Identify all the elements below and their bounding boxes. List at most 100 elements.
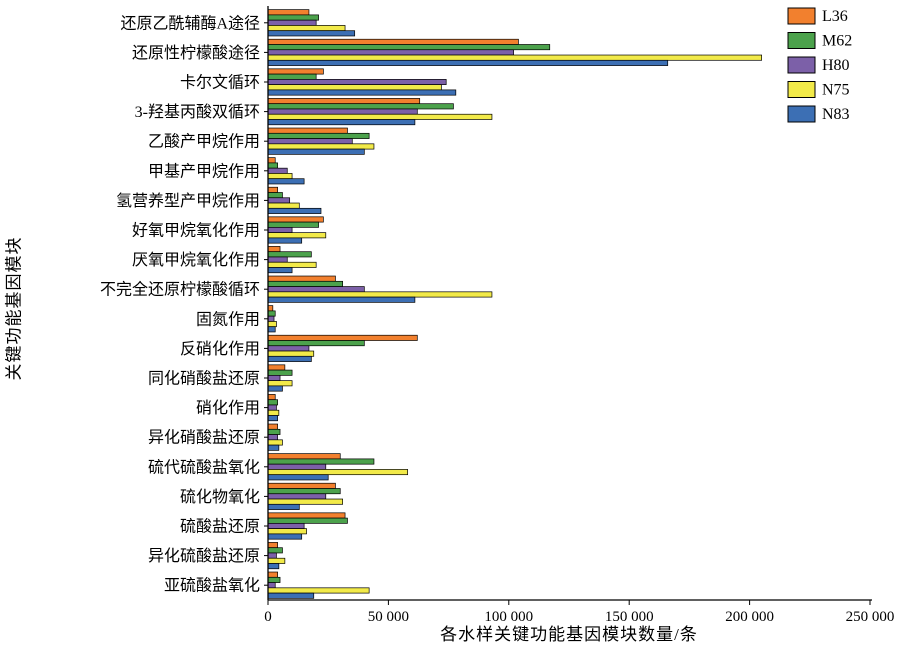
bar-H80 bbox=[267, 463, 327, 470]
bar-N83 bbox=[267, 267, 293, 274]
bar-L36 bbox=[267, 275, 336, 282]
bar-M62 bbox=[267, 399, 278, 406]
bar-N75 bbox=[267, 25, 346, 32]
bar-M62 bbox=[267, 14, 319, 21]
category-label: 异化硝酸盐还原 bbox=[148, 429, 260, 447]
bar-N83 bbox=[267, 415, 278, 422]
x-tick-label: 150 000 bbox=[605, 609, 654, 625]
bar-M62 bbox=[267, 132, 370, 139]
bar-N75 bbox=[267, 173, 293, 180]
bar-L36 bbox=[267, 571, 278, 578]
category-label: 还原乙酰辅酶A途径 bbox=[120, 14, 260, 32]
bar-N83 bbox=[267, 59, 669, 66]
bar-M62 bbox=[267, 103, 454, 110]
bar-L36 bbox=[267, 9, 310, 16]
bar-N83 bbox=[267, 207, 322, 214]
bar-N83 bbox=[267, 326, 276, 333]
bar-M62 bbox=[267, 44, 551, 51]
bar-N75 bbox=[267, 113, 493, 120]
bar-H80 bbox=[267, 345, 310, 352]
bar-N75 bbox=[267, 557, 286, 564]
category-label: 卡尔文循环 bbox=[180, 74, 260, 92]
category-label: 硫化物氧化 bbox=[180, 488, 260, 506]
legend-label-N83: N83 bbox=[822, 106, 850, 123]
x-tick-label: 0 bbox=[264, 609, 272, 625]
legend-swatch-H80 bbox=[787, 56, 816, 74]
legend-swatch-N83 bbox=[787, 105, 816, 123]
x-tick-label: 250 000 bbox=[846, 609, 895, 625]
bar-N83 bbox=[267, 563, 280, 570]
x-tick-label: 50 000 bbox=[368, 609, 409, 625]
bar-H80 bbox=[267, 493, 327, 500]
category-label: 3-羟基丙酸双循环 bbox=[135, 103, 260, 121]
bar-N83 bbox=[267, 119, 416, 126]
bar-H80 bbox=[267, 552, 277, 559]
bar-M62 bbox=[267, 310, 276, 317]
bar-L36 bbox=[267, 364, 286, 371]
category-label: 反硝化作用 bbox=[180, 340, 260, 358]
legend-label-M62: M62 bbox=[822, 33, 852, 50]
bar-N75 bbox=[267, 291, 493, 298]
category-label: 好氧甲烷氧化作用 bbox=[132, 222, 260, 240]
bar-N75 bbox=[267, 587, 370, 594]
category-label: 乙酸产甲烷作用 bbox=[148, 133, 260, 151]
bar-H80 bbox=[267, 315, 275, 322]
bar-L36 bbox=[267, 157, 276, 164]
bar-H80 bbox=[267, 523, 305, 529]
x-axis-title: 各水样关键功能基因模块数量/条 bbox=[440, 625, 698, 644]
category-label: 亚硫酸盐氧化 bbox=[164, 577, 260, 595]
bar-L36 bbox=[267, 246, 281, 253]
bar-L36 bbox=[267, 68, 324, 75]
bar-M62 bbox=[267, 488, 341, 495]
bar-N83 bbox=[267, 503, 300, 510]
category-label: 氢营养型产甲烷作用 bbox=[116, 192, 260, 210]
category-label: 甲基产甲烷作用 bbox=[148, 162, 260, 180]
bar-N83 bbox=[267, 89, 457, 96]
bar-M62 bbox=[267, 251, 312, 258]
bar-N83 bbox=[267, 148, 365, 155]
category-label: 硫酸盐还原 bbox=[180, 518, 260, 536]
bar-L36 bbox=[267, 98, 421, 105]
bar-N75 bbox=[267, 439, 283, 446]
bar-M62 bbox=[267, 458, 375, 465]
category-label: 厌氧甲烷氧化作用 bbox=[132, 251, 260, 269]
legend-swatch-N75 bbox=[787, 81, 816, 98]
bar-L36 bbox=[267, 127, 348, 134]
bar-N83 bbox=[267, 385, 283, 392]
legend-swatch-L36 bbox=[787, 7, 816, 25]
bar-H80 bbox=[267, 19, 317, 26]
bar-H80 bbox=[267, 167, 288, 174]
bar-N75 bbox=[267, 202, 300, 209]
bar-L36 bbox=[267, 423, 278, 430]
bar-N75 bbox=[267, 498, 344, 505]
x-tick-label: 100 000 bbox=[484, 609, 533, 625]
bar-N83 bbox=[267, 237, 303, 244]
bar-N83 bbox=[267, 355, 312, 362]
x-tick-label: 200 000 bbox=[725, 609, 774, 625]
bar-L36 bbox=[267, 394, 276, 401]
bar-N83 bbox=[267, 178, 305, 185]
legend-label-L36: L36 bbox=[822, 8, 848, 25]
bar-M62 bbox=[267, 517, 348, 524]
bar-N75 bbox=[267, 528, 307, 535]
bar-H80 bbox=[267, 197, 291, 204]
bar-N83 bbox=[267, 296, 416, 303]
legend-swatch-M62 bbox=[787, 32, 816, 49]
bar-N75 bbox=[267, 143, 375, 150]
bar-H80 bbox=[267, 108, 418, 115]
bar-M62 bbox=[267, 162, 278, 169]
bar-L36 bbox=[267, 482, 336, 489]
bar-L36 bbox=[267, 186, 278, 193]
bar-L36 bbox=[267, 542, 278, 549]
bar-H80 bbox=[267, 582, 276, 589]
legend-label-H80: H80 bbox=[822, 57, 850, 74]
bar-N75 bbox=[267, 54, 762, 61]
bar-N83 bbox=[267, 474, 329, 481]
bar-N75 bbox=[267, 261, 317, 268]
bar-N75 bbox=[267, 469, 409, 476]
bar-L36 bbox=[267, 305, 274, 312]
bar-H80 bbox=[267, 79, 447, 85]
bar-N83 bbox=[267, 444, 280, 451]
bar-H80 bbox=[267, 138, 353, 145]
